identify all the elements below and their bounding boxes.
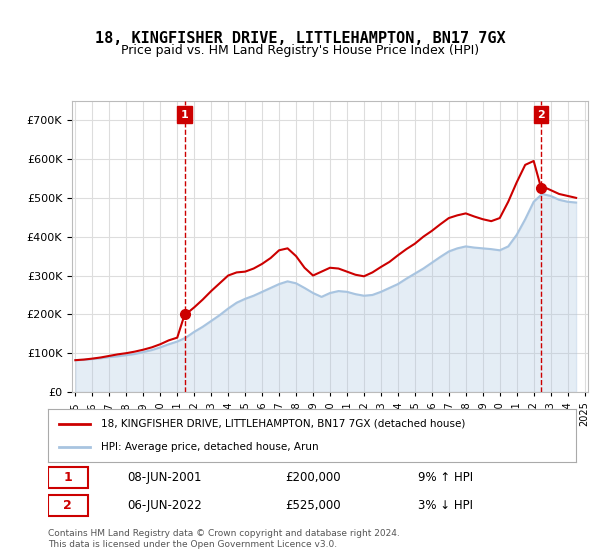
- Text: 18, KINGFISHER DRIVE, LITTLEHAMPTON, BN17 7GX: 18, KINGFISHER DRIVE, LITTLEHAMPTON, BN1…: [95, 31, 505, 46]
- FancyBboxPatch shape: [48, 495, 88, 516]
- Text: £525,000: £525,000: [286, 499, 341, 512]
- Text: Contains HM Land Registry data © Crown copyright and database right 2024.
This d: Contains HM Land Registry data © Crown c…: [48, 529, 400, 549]
- Text: 2: 2: [63, 499, 72, 512]
- Text: 1: 1: [181, 110, 188, 119]
- FancyBboxPatch shape: [48, 467, 88, 488]
- Text: 2: 2: [537, 110, 545, 119]
- Text: 18, KINGFISHER DRIVE, LITTLEHAMPTON, BN17 7GX (detached house): 18, KINGFISHER DRIVE, LITTLEHAMPTON, BN1…: [101, 419, 465, 429]
- Text: 9% ↑ HPI: 9% ↑ HPI: [418, 471, 473, 484]
- Text: Price paid vs. HM Land Registry's House Price Index (HPI): Price paid vs. HM Land Registry's House …: [121, 44, 479, 57]
- Text: £200,000: £200,000: [286, 471, 341, 484]
- Text: 06-JUN-2022: 06-JUN-2022: [127, 499, 202, 512]
- Text: HPI: Average price, detached house, Arun: HPI: Average price, detached house, Arun: [101, 442, 319, 452]
- Text: 1: 1: [63, 471, 72, 484]
- Text: 3% ↓ HPI: 3% ↓ HPI: [418, 499, 473, 512]
- Text: 08-JUN-2001: 08-JUN-2001: [127, 471, 202, 484]
